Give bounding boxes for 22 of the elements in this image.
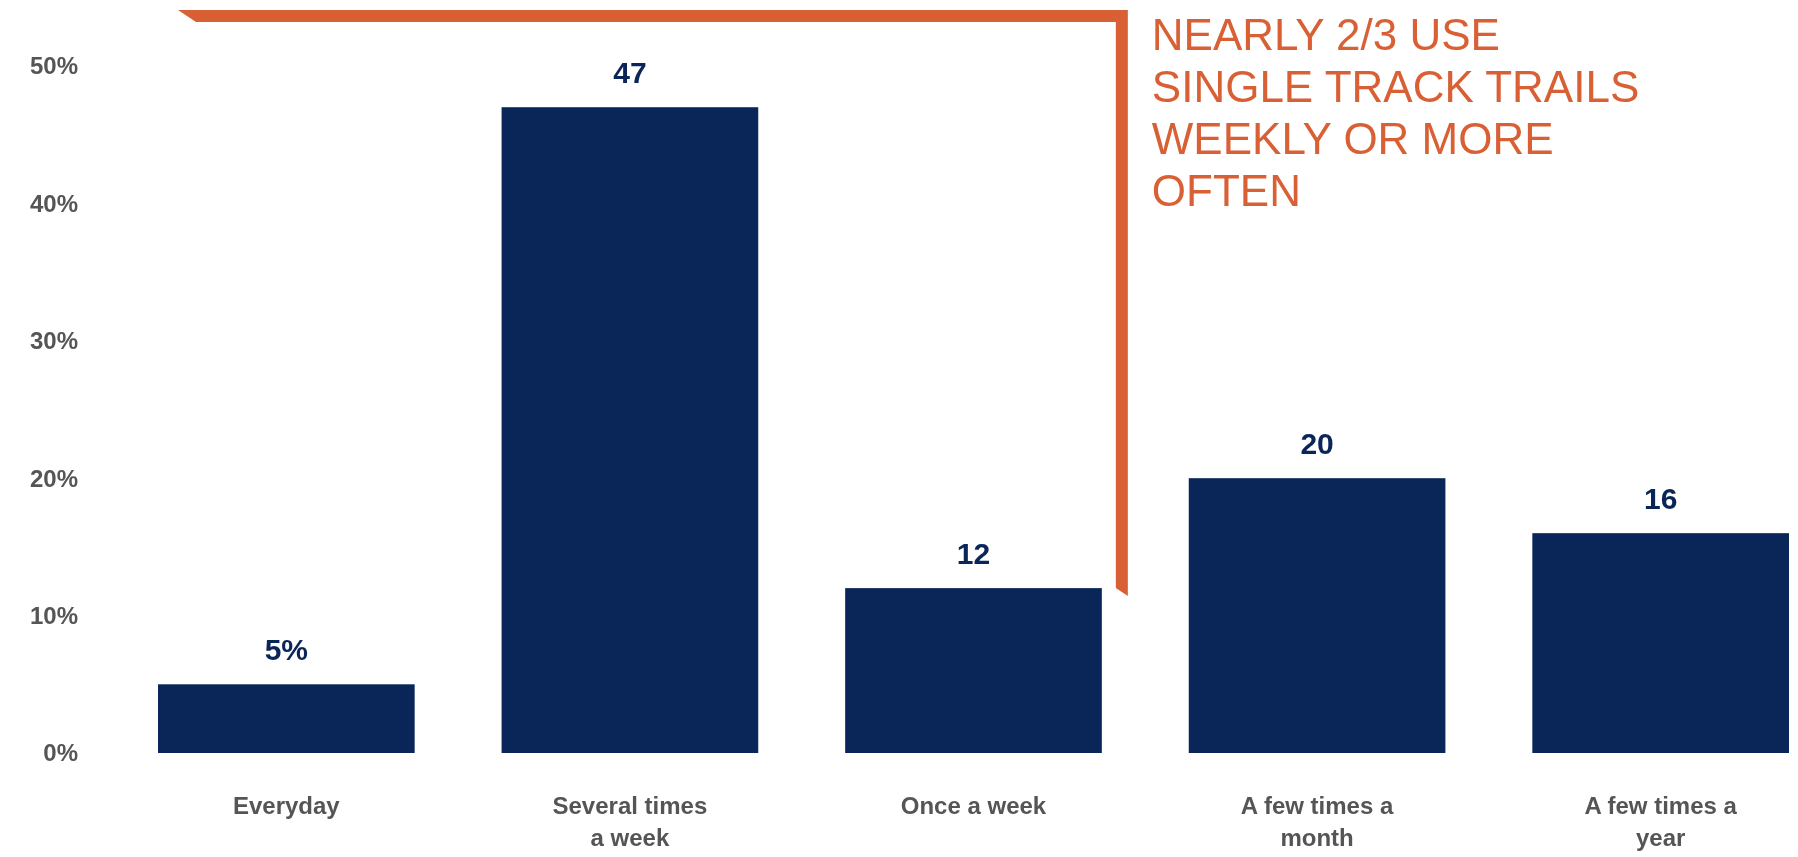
- data-label: 5%: [264, 633, 309, 667]
- y-tick-label: 30%: [29, 327, 78, 355]
- y-tick-label: 0%: [43, 739, 78, 767]
- data-label: 12: [956, 537, 991, 571]
- y-tick-label: 20%: [29, 464, 78, 492]
- x-tick-label: Once a week: [900, 792, 1047, 819]
- x-tick-label: A few times a month: [1240, 792, 1394, 851]
- bar: [158, 684, 415, 753]
- x-tick-label: Everyday: [232, 792, 341, 819]
- data-label: 16: [1643, 482, 1678, 516]
- y-tick-label: 10%: [29, 602, 78, 629]
- bar: [1188, 478, 1446, 753]
- bar: [845, 588, 1102, 753]
- x-tick-label: Several times a week: [552, 792, 708, 851]
- x-tick-label: A few times a year: [1584, 792, 1738, 851]
- annotation: NEARLY 2/3 USE SINGLE TRACK TRAILS WEEKLY OR MORE OFTEN: [1151, 10, 1640, 215]
- bar: [1532, 533, 1789, 753]
- bar: [501, 107, 759, 753]
- data-label: 47: [613, 56, 647, 90]
- y-tick-label: 40%: [29, 189, 78, 217]
- data-label: 20: [1300, 427, 1334, 461]
- y-tick-label: 50%: [29, 52, 78, 80]
